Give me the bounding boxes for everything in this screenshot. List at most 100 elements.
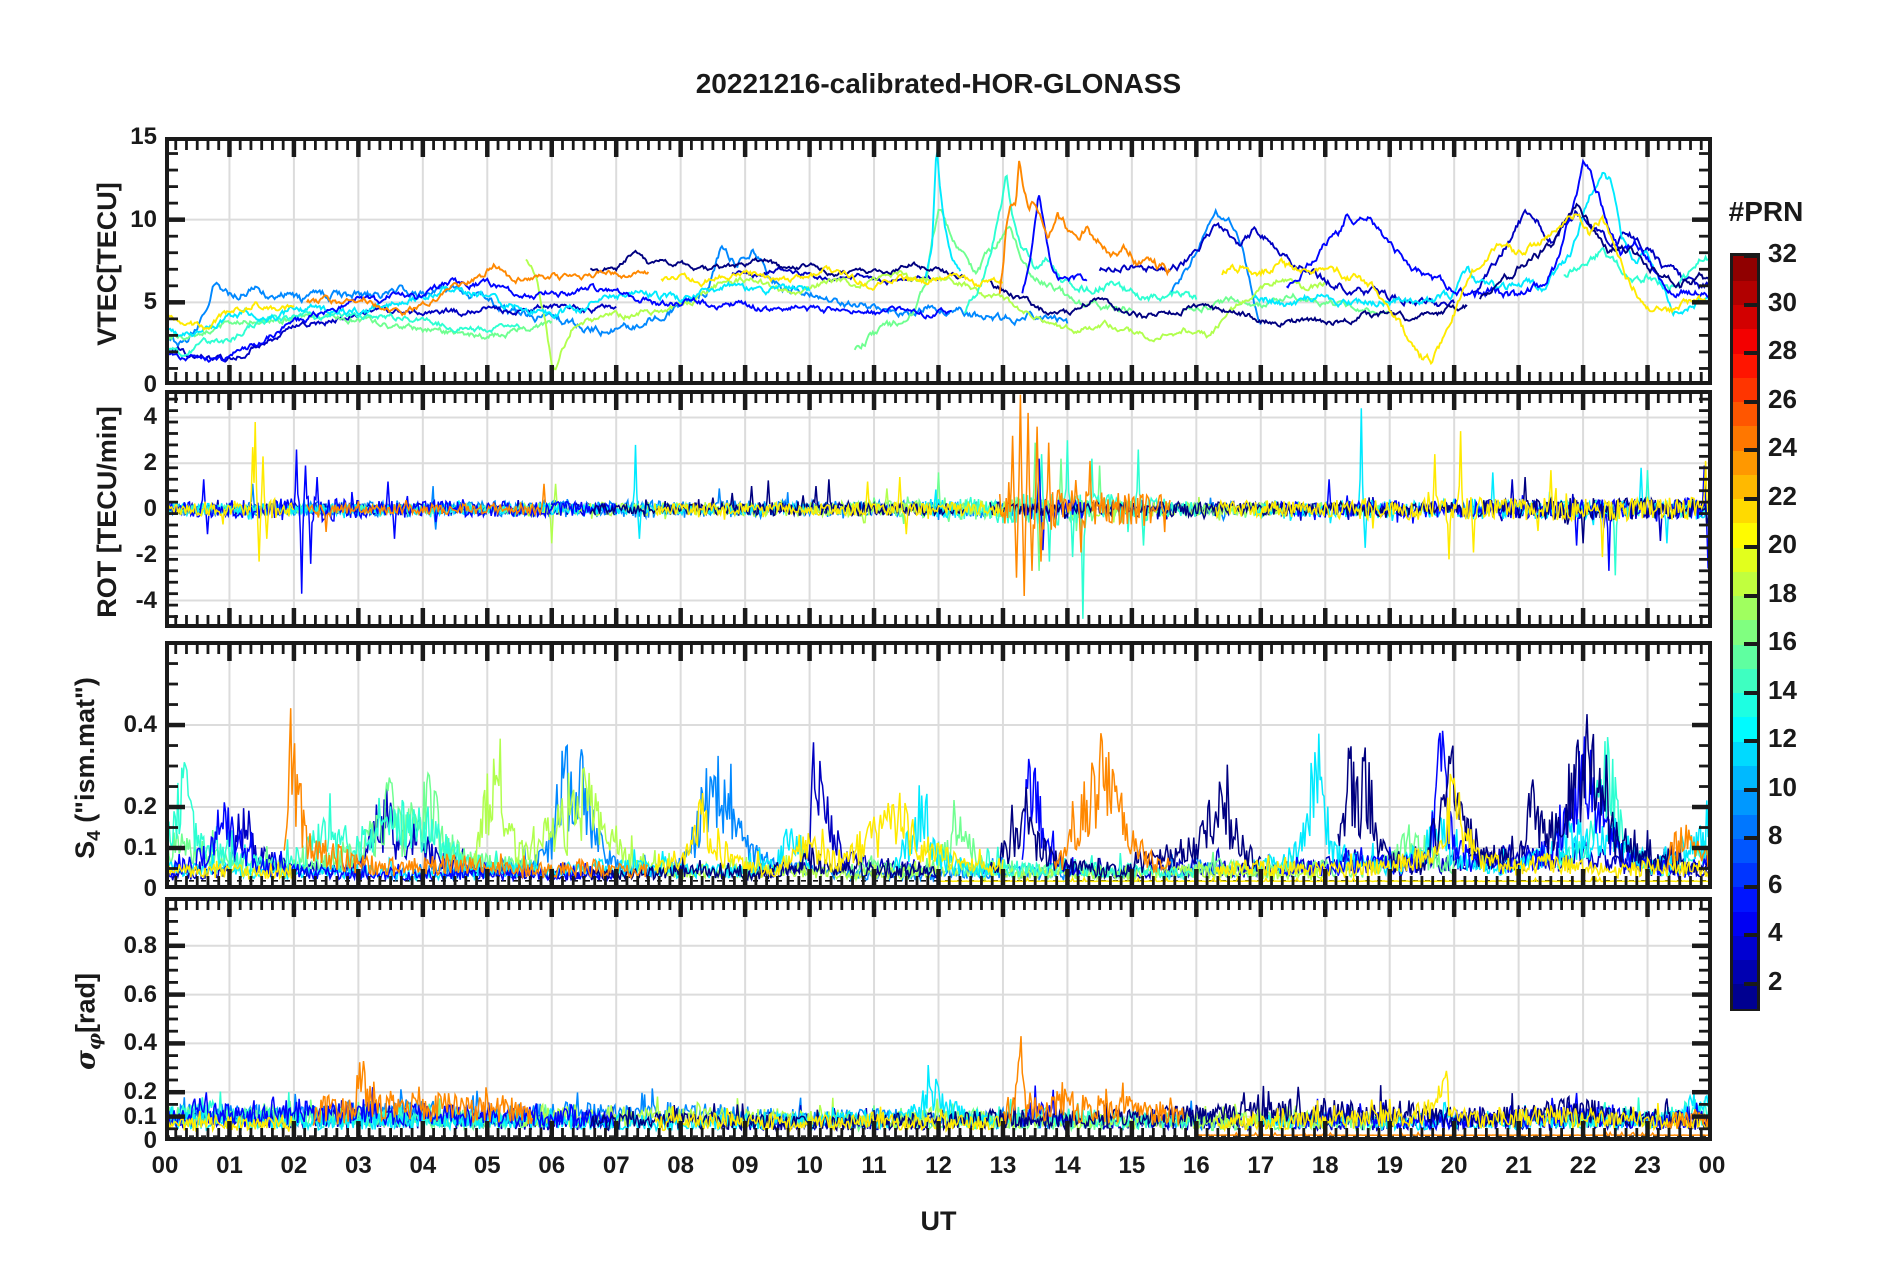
series-prn-5 bbox=[165, 802, 617, 884]
y-tick-label: 0.1 bbox=[123, 1102, 157, 1130]
x-tick-label: 17 bbox=[1247, 1152, 1275, 1179]
x-tick-label: 09 bbox=[731, 1152, 759, 1179]
series-prn-16 bbox=[165, 312, 553, 347]
colorbar-tick-label: 10 bbox=[1768, 771, 1797, 802]
series-lines bbox=[165, 394, 1712, 619]
colorbar-tick bbox=[1744, 690, 1757, 695]
x-tick-label: 13 bbox=[989, 1152, 1017, 1179]
x-tick-label: 04 bbox=[409, 1152, 437, 1179]
x-tick-label: 11 bbox=[861, 1152, 887, 1179]
colorbar-band bbox=[1733, 813, 1757, 839]
x-tick-label: 05 bbox=[473, 1152, 501, 1179]
colorbar-band bbox=[1733, 983, 1757, 1009]
colorbar-band bbox=[1733, 910, 1757, 936]
colorbar-tick bbox=[1744, 642, 1757, 647]
colorbar-tick-label: 26 bbox=[1768, 383, 1797, 414]
x-tick-label: 20 bbox=[1440, 1152, 1468, 1179]
series-prn-5 bbox=[165, 276, 952, 363]
series-prn-21 bbox=[654, 476, 1004, 535]
series-prn-18 bbox=[473, 738, 1326, 884]
y-tick-label: 0.1 bbox=[123, 834, 157, 861]
series-prn-5 bbox=[1021, 758, 1082, 878]
colorbar-tick-label: 32 bbox=[1768, 238, 1797, 268]
colorbar-tick-label: 2 bbox=[1768, 965, 1783, 996]
panel-sigmaphi bbox=[165, 897, 1712, 1141]
colorbar-band bbox=[1733, 741, 1757, 766]
series-prn-14 bbox=[1563, 247, 1712, 293]
y-tick-label: -2 bbox=[135, 540, 157, 568]
colorbar-tick-label: 14 bbox=[1768, 674, 1797, 705]
colorbar-band bbox=[1733, 862, 1757, 888]
series-prn-1 bbox=[989, 279, 1468, 328]
series-lines bbox=[165, 152, 1712, 371]
y-tick-label: 0.2 bbox=[123, 1078, 157, 1106]
series-prn-24 bbox=[1053, 733, 1172, 873]
series-prn-3 bbox=[1473, 208, 1712, 293]
colorbar-tick bbox=[1744, 448, 1757, 453]
colorbar-band bbox=[1733, 571, 1757, 597]
colorbar-band bbox=[1733, 716, 1757, 742]
colorbar bbox=[1730, 253, 1760, 1011]
x-tick-label: 10 bbox=[796, 1152, 823, 1179]
series-prn-24 bbox=[305, 262, 650, 317]
x-tick-label: 01 bbox=[216, 1152, 243, 1179]
colorbar-band bbox=[1733, 692, 1757, 718]
x-tick-label: 00 bbox=[1698, 1152, 1726, 1179]
series-prn-24 bbox=[283, 708, 649, 880]
panel-border bbox=[165, 390, 1712, 628]
colorbar-tick-label: 8 bbox=[1768, 820, 1783, 851]
panel-border bbox=[165, 897, 1712, 1141]
series-prn-21 bbox=[660, 264, 1004, 292]
series-prn-24 bbox=[1666, 824, 1712, 871]
colorbar-band bbox=[1733, 595, 1757, 621]
y-tick-label: 0 bbox=[143, 495, 157, 522]
y-tick-label: 0.4 bbox=[123, 1029, 157, 1057]
colorbar-band bbox=[1733, 328, 1757, 354]
y-tick-label: 4 bbox=[143, 403, 157, 431]
x-tick-label: 03 bbox=[345, 1152, 372, 1179]
colorbar-band bbox=[1733, 959, 1757, 985]
series-prn-1 bbox=[589, 844, 940, 883]
series-prn-24 bbox=[998, 394, 1171, 597]
colorbar-tick bbox=[1744, 836, 1757, 841]
series-prn-21 bbox=[654, 792, 1004, 879]
y-tick-label: 0.6 bbox=[123, 980, 157, 1008]
colorbar-tick-label: 6 bbox=[1768, 868, 1783, 899]
colorbar-band bbox=[1733, 789, 1757, 815]
x-tick-label: 15 bbox=[1118, 1152, 1146, 1179]
series-prn-24 bbox=[306, 483, 547, 532]
colorbar-band bbox=[1733, 765, 1757, 791]
y-tick-label: 0 bbox=[143, 875, 157, 902]
panel-vtec bbox=[165, 137, 1712, 385]
y-tick-label: 0.4 bbox=[123, 711, 157, 739]
colorbar-tick bbox=[1744, 933, 1757, 938]
series-prn-18 bbox=[525, 258, 1326, 371]
series-prn-14 bbox=[963, 174, 1198, 314]
y-tick-label: 5 bbox=[143, 288, 157, 316]
x-tick-label: 07 bbox=[602, 1152, 630, 1179]
colorbar-band bbox=[1733, 935, 1757, 961]
y-tick-label: 0.8 bbox=[123, 931, 157, 959]
x-tick-label: 18 bbox=[1311, 1152, 1339, 1179]
x-tick-label: 06 bbox=[538, 1152, 566, 1179]
colorbar-tick-label: 16 bbox=[1768, 626, 1797, 657]
series-prn-24 bbox=[998, 160, 1171, 294]
x-tick-label: 22 bbox=[1569, 1152, 1597, 1179]
axis-ticks bbox=[165, 137, 1712, 385]
colorbar-tick-label: 4 bbox=[1768, 917, 1783, 948]
series-prn-21 bbox=[1215, 773, 1712, 880]
series-prn-21 bbox=[165, 301, 295, 332]
series-prn-14 bbox=[165, 762, 521, 878]
gridlines bbox=[165, 897, 1712, 1141]
colorbar-band bbox=[1733, 280, 1757, 306]
series-prn-5 bbox=[165, 449, 617, 594]
y-tick-label: 0 bbox=[143, 1127, 157, 1154]
colorbar-band bbox=[1733, 450, 1757, 475]
colorbar-tick-label: 20 bbox=[1768, 529, 1797, 560]
y-tick-label: 10 bbox=[130, 205, 157, 233]
colorbar-tick-label: 28 bbox=[1768, 335, 1797, 366]
series-prn-24 bbox=[312, 1061, 534, 1126]
x-tick-label: 02 bbox=[280, 1152, 308, 1179]
series-prn-12 bbox=[165, 280, 811, 338]
colorbar-tick-label: 24 bbox=[1768, 432, 1797, 463]
